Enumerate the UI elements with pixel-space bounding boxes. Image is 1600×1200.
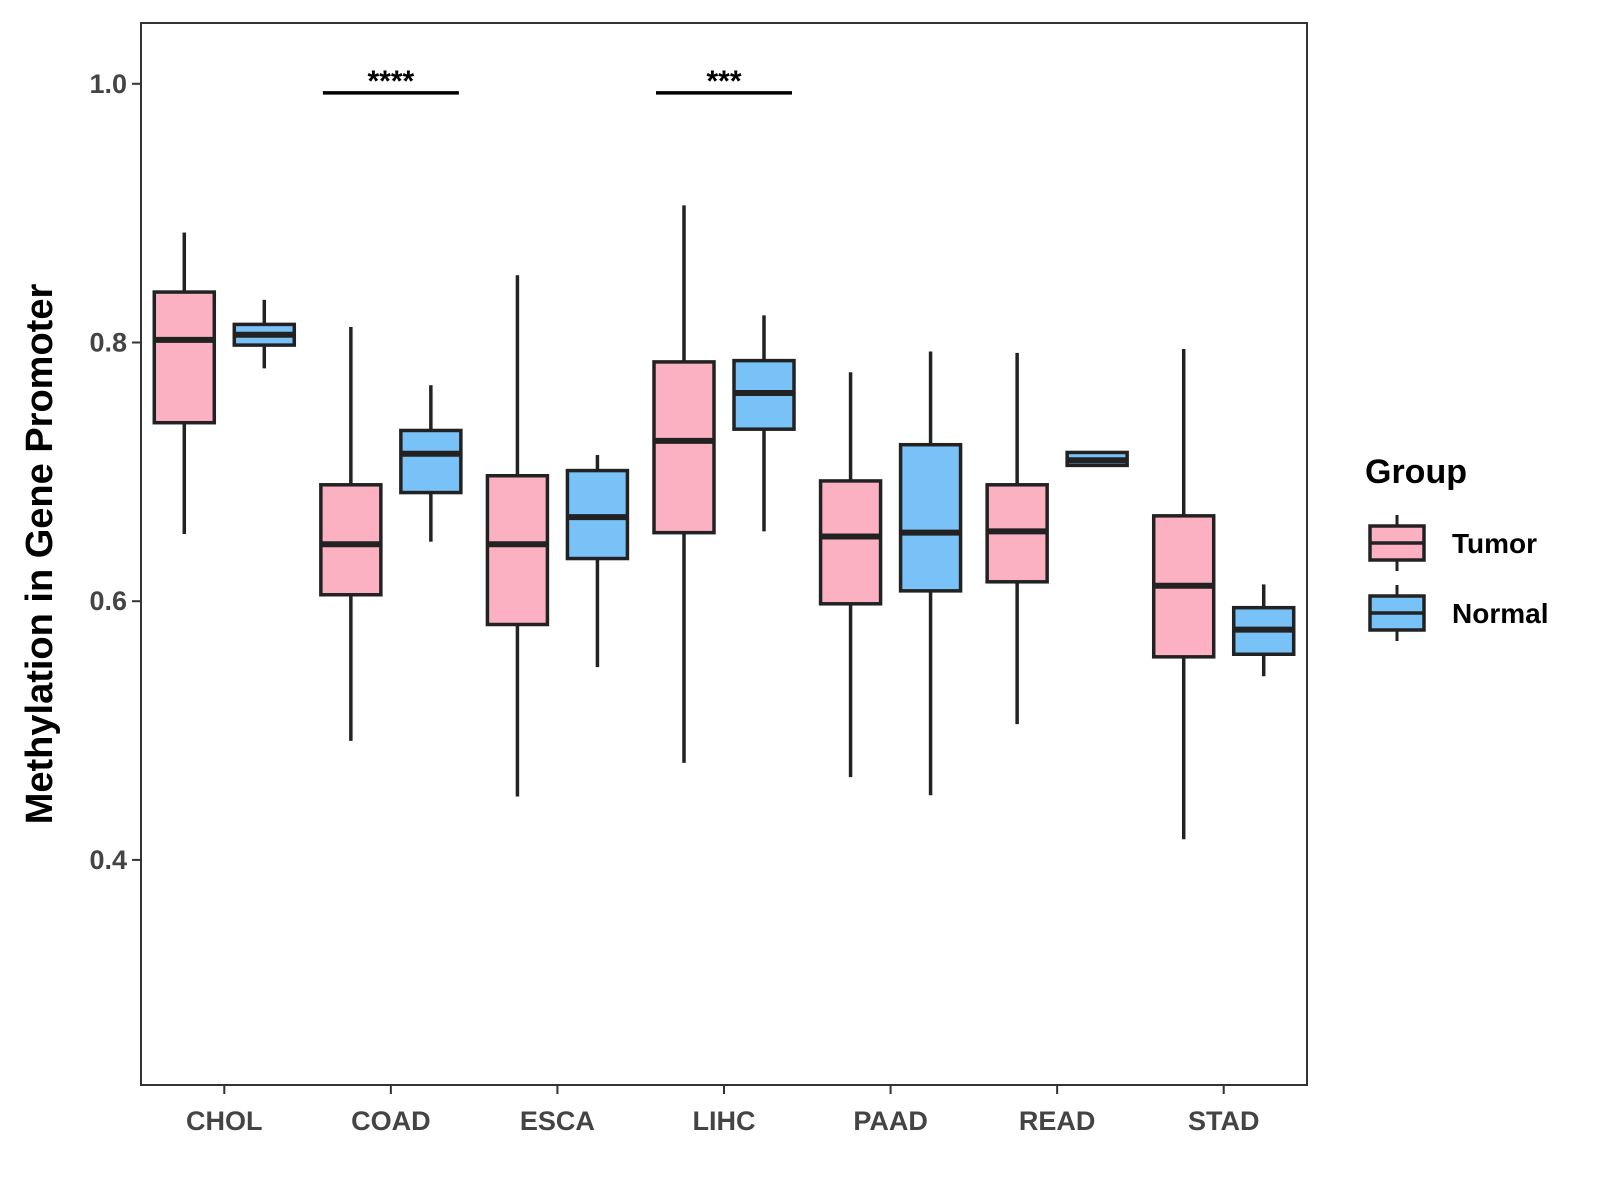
y-tick-label: 0.6 — [89, 586, 127, 616]
x-tick-label: STAD — [1188, 1106, 1260, 1136]
legend: Group Tumor Normal — [1365, 453, 1548, 641]
box-normal-esca — [565, 455, 630, 668]
legend-title: Group — [1365, 453, 1467, 491]
box-body — [818, 479, 883, 606]
box-body — [399, 428, 463, 495]
box-body — [152, 290, 217, 425]
y-axis: 0.4 0.6 0.8 1.0 — [89, 69, 141, 875]
box-normal-lihc — [732, 315, 796, 532]
box-tumor-lihc — [652, 205, 716, 763]
significance-label: *** — [706, 65, 741, 98]
x-tick-label: ESCA — [520, 1106, 595, 1136]
box-normal-paad — [898, 351, 963, 796]
box-body — [652, 360, 716, 535]
y-tick-label: 0.8 — [89, 328, 127, 358]
box-tumor-esca — [485, 275, 550, 797]
box-tumor-stad — [1151, 348, 1216, 840]
y-tick-label: 1.0 — [89, 69, 127, 99]
box-tumor-read — [985, 352, 1049, 725]
box-body — [485, 473, 550, 627]
legend-key-tumor — [1368, 515, 1426, 571]
x-tick-label: PAAD — [853, 1106, 928, 1136]
box-tumor-chol — [152, 232, 217, 534]
box-normal-stad — [1231, 584, 1296, 677]
plot-panel-border — [140, 22, 1308, 1086]
box-normal-chol — [232, 299, 297, 369]
box-layer — [152, 205, 1296, 840]
x-tick-label: READ — [1019, 1106, 1096, 1136]
x-tick-label: LIHC — [693, 1106, 756, 1136]
box-body — [319, 483, 383, 597]
y-tick-label: 0.4 — [89, 845, 127, 875]
box-tumor-coad — [319, 326, 383, 741]
significance-label: **** — [368, 65, 415, 98]
box-normal-coad — [399, 385, 463, 542]
x-tick-label: COAD — [351, 1106, 431, 1136]
x-axis: CHOL COAD ESCA LIHC PAAD READ STAD — [186, 1085, 1259, 1136]
box-tumor-paad — [818, 372, 883, 778]
legend-label-normal: Normal — [1452, 598, 1548, 629]
x-tick-label: CHOL — [186, 1106, 263, 1136]
box-normal-read — [1065, 450, 1129, 468]
legend-key-normal — [1368, 585, 1426, 641]
y-axis-title: Methylation in Gene Promoter — [19, 284, 61, 825]
significance-layer: **** *** — [322, 65, 792, 98]
legend-label-tumor: Tumor — [1452, 528, 1537, 559]
box-body — [898, 442, 963, 593]
